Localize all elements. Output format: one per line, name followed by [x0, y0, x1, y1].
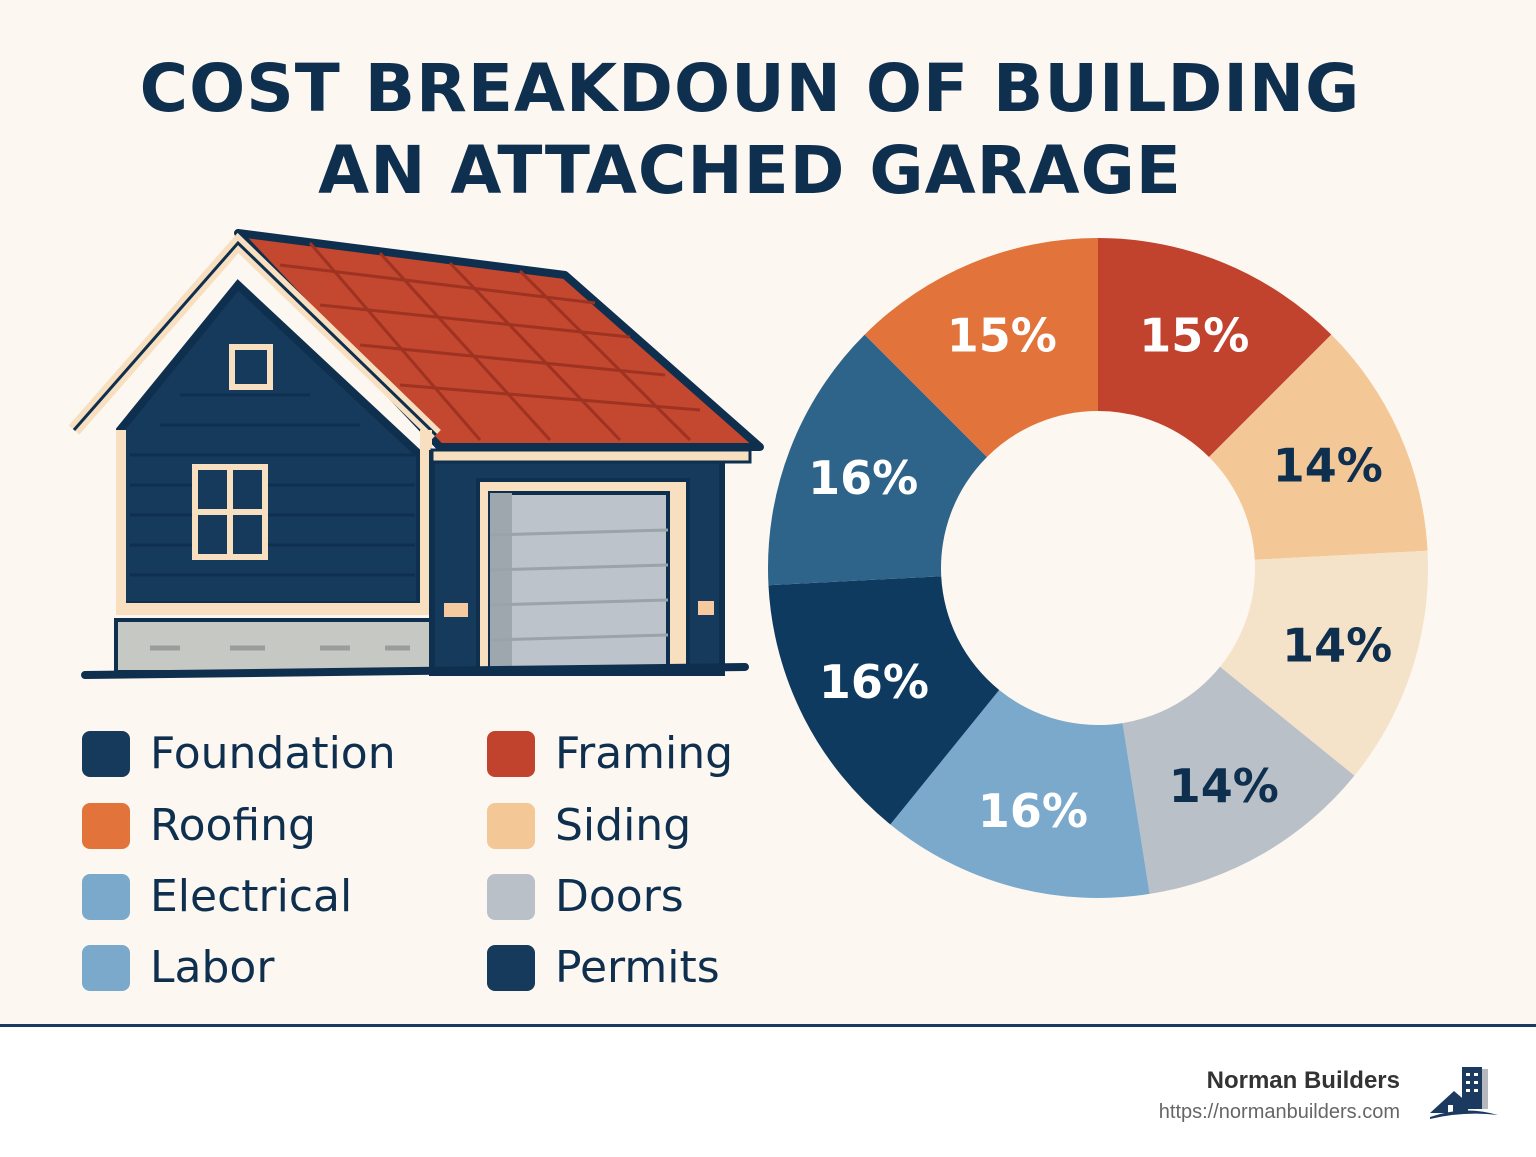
title-line-2: AN ATTACHED GARAGE — [318, 132, 1182, 209]
slice-label: 16% — [808, 451, 918, 505]
legend-swatch — [82, 802, 130, 849]
slice-label: 16% — [819, 655, 929, 709]
legend-label: Permits — [555, 942, 720, 993]
legend-swatch — [82, 873, 130, 920]
legend-item-roofing: Roofing — [82, 800, 316, 851]
slice-label: 14% — [1169, 759, 1279, 813]
legend-item-electrical: Electrical — [82, 871, 352, 922]
slice-label: 15% — [947, 309, 1057, 363]
legend-label: Framing — [555, 728, 734, 779]
norman-builders-logo — [1430, 1067, 1498, 1119]
footer: Norman Builders https://normanbuilders.c… — [0, 1024, 1536, 1157]
donut-slice — [768, 334, 987, 586]
slice-label: 14% — [1282, 619, 1392, 673]
legend-item-doors: Doors — [487, 871, 684, 922]
brand: Norman Builders https://normanbuilders.c… — [1159, 1067, 1400, 1124]
donut-slice — [1209, 334, 1428, 560]
donut-slice — [768, 576, 1000, 825]
donut-slice — [1220, 550, 1428, 776]
brand-name: Norman Builders — [1206, 1067, 1400, 1094]
brand-url[interactable]: https://normanbuilders.com — [1158, 1101, 1400, 1123]
donut-slice — [1122, 666, 1355, 894]
donut-slice — [1098, 238, 1332, 457]
legend-item-labor: Labor — [82, 942, 274, 993]
donut-slice — [864, 238, 1098, 457]
legend-item-framing: Framing — [487, 728, 733, 779]
legend-label: Siding — [555, 800, 692, 851]
legend-label: Foundation — [150, 728, 396, 779]
title-line-1: COST BREAKDOUN OF BUILDING — [139, 50, 1361, 127]
legend-label: Labor — [150, 942, 275, 993]
slice-label: 16% — [978, 784, 1088, 838]
chart-title: COST BREAKDOUN OF BUILDING AN ATTACHED G… — [0, 48, 1500, 212]
legend-item-permits: Permits — [487, 942, 720, 993]
legend-swatch — [82, 944, 130, 991]
legend-label: Roofing — [150, 800, 316, 851]
legend-swatch — [487, 730, 535, 777]
legend-swatch — [487, 802, 535, 849]
legend-label: Electrical — [150, 871, 353, 922]
legend-item-foundation: Foundation — [82, 728, 396, 779]
legend-swatch — [487, 944, 535, 991]
legend-label: Doors — [555, 871, 684, 922]
slice-label: 15% — [1139, 309, 1249, 363]
legend-swatch — [487, 873, 535, 920]
garage-house-illustration — [68, 229, 764, 679]
legend-item-siding: Siding — [487, 800, 691, 851]
legend-swatch — [82, 730, 130, 777]
slice-label: 14% — [1273, 439, 1383, 493]
donut-slice — [890, 690, 1150, 898]
donut-chart: 15% 14% 14% 14% 16% 16% 16% 15% — [768, 238, 1428, 898]
